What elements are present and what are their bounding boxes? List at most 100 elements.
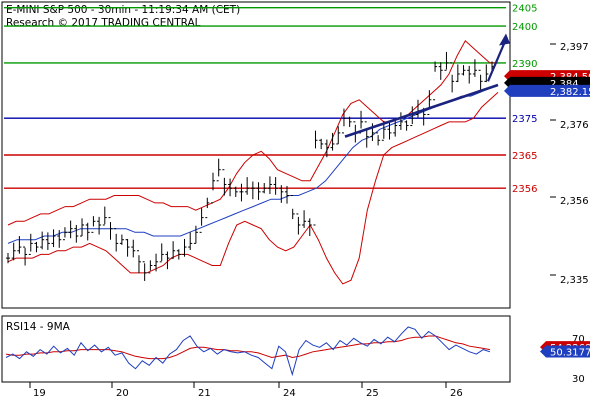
x-tick-label: 21 [198, 388, 211, 399]
level-label: 2375 [512, 114, 537, 125]
price-bar [273, 177, 278, 195]
price-bar [438, 62, 443, 80]
price-tag-box [504, 84, 590, 97]
price-bar [393, 118, 398, 137]
level-label: 2405 [512, 4, 537, 15]
price-bar [387, 121, 392, 140]
price-bar [102, 206, 107, 226]
price-bar [290, 195, 295, 220]
price-bar [17, 236, 22, 254]
price-bar [188, 232, 193, 251]
price-bar [455, 64, 460, 83]
price-bar [256, 182, 261, 200]
rsi-value-tag: 50.3177 [540, 345, 590, 358]
price-bar [91, 216, 96, 233]
price-tag-label: 2,382.15 [550, 87, 590, 98]
price-bar [165, 251, 170, 270]
price-bar [11, 242, 16, 261]
price-bar [68, 220, 73, 239]
price-bar [114, 228, 119, 252]
price-bar [228, 178, 233, 197]
price-bar [154, 253, 159, 272]
price-bar [40, 231, 45, 250]
price-bar [131, 239, 136, 258]
x-tick-label: 19 [33, 388, 46, 399]
price-bar [216, 158, 221, 182]
price-bar [478, 69, 483, 93]
price-bar [245, 177, 250, 195]
price-bar [267, 176, 272, 195]
level-label: 2390 [512, 59, 537, 70]
price-bar [148, 260, 153, 274]
price-bar [23, 246, 28, 266]
price-bar [142, 261, 147, 281]
price-bar [433, 61, 438, 101]
bollinger-lower-line [7, 92, 499, 285]
price-bar [233, 186, 238, 197]
rsi-tick-label: 30 [572, 374, 585, 385]
price-bar [57, 230, 62, 248]
price-bar [330, 132, 335, 151]
support-trendline [344, 83, 499, 138]
price-bar [62, 227, 67, 241]
price-bar [136, 250, 141, 273]
price-bar [6, 252, 10, 264]
y-tick-label: 2,397 [560, 42, 589, 53]
price-bar [467, 65, 472, 84]
bollinger-upper-line [7, 40, 498, 226]
price-bar [34, 241, 39, 253]
price-bar [472, 59, 477, 77]
price-tag-label: 2,384 [550, 79, 579, 90]
price-bar [45, 232, 50, 251]
price-bar [398, 112, 403, 130]
price-bar [307, 218, 312, 237]
x-tick-label: 26 [450, 388, 463, 399]
price-bar [461, 65, 466, 76]
x-tick-label: 20 [116, 388, 129, 399]
price-bar [210, 172, 215, 204]
price-tag: 2,382.15 [504, 84, 590, 98]
price-bar [376, 132, 381, 146]
y-tick-label: 2,376 [560, 120, 589, 131]
chart-subtitle: Research © 2017 TRADING CENTRAL [6, 17, 201, 29]
price-bar [484, 64, 489, 83]
price-bar [176, 249, 181, 260]
price-bar [74, 224, 79, 243]
price-bar [119, 234, 124, 245]
price-bar [336, 126, 341, 145]
price-bar [347, 116, 352, 128]
price-bar [262, 182, 267, 194]
price-bar [285, 185, 290, 204]
level-label: 2356 [512, 184, 537, 195]
price-bar [250, 181, 255, 200]
price-bar [182, 238, 187, 257]
price-bar [427, 90, 432, 115]
price-bar [125, 238, 130, 257]
rsi-line [5, 326, 491, 377]
price-bar [28, 233, 33, 255]
rsi-panel-title: RSI14 - 9MA [6, 321, 71, 333]
price-bar [444, 51, 449, 71]
price-bar [193, 225, 198, 244]
level-label: 2365 [512, 151, 537, 162]
price-bar [159, 243, 164, 263]
y-tick-label: 2,335 [560, 275, 589, 286]
projection-arrow-head [499, 33, 510, 46]
rsi-value-tag-label: 50.3177 [550, 347, 590, 358]
price-bar [302, 210, 307, 228]
price-bar [205, 197, 210, 219]
price-bar [239, 183, 244, 202]
price-bar [313, 130, 318, 226]
price-bar [85, 222, 90, 241]
price-bar [364, 121, 369, 148]
price-bar [279, 185, 284, 203]
price-bar [296, 213, 301, 235]
projection-arrow-shaft [486, 41, 507, 82]
x-tick-label: 24 [283, 388, 296, 399]
price-bar [404, 120, 409, 131]
level-label: 2400 [512, 22, 537, 33]
price-bar [80, 218, 85, 237]
chart-title: E-MINI S&P 500 - 30min - 11:19:34 AM (CE… [6, 4, 240, 16]
price-bar [222, 169, 227, 196]
